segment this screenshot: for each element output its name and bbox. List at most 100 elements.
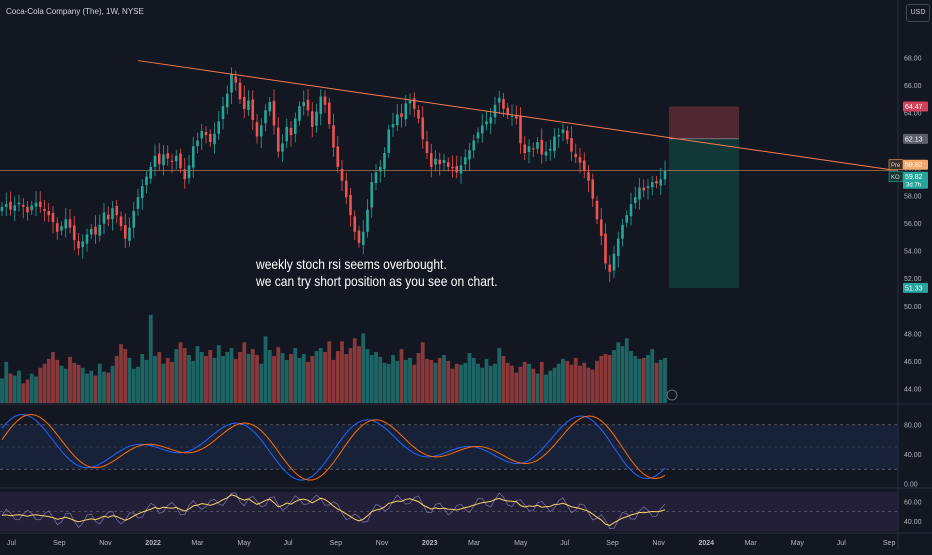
time-axis-label: Jul: [837, 540, 846, 547]
candle-body: [85, 234, 89, 244]
volume-bar: [590, 369, 595, 403]
volume-bar: [484, 358, 489, 403]
candle-body: [472, 140, 476, 151]
time-axis-label: Mar: [191, 540, 204, 547]
volume-bar: [463, 362, 468, 403]
candle-body: [98, 224, 102, 236]
volume-bar: [102, 371, 106, 403]
volume-bar: [250, 349, 255, 403]
volume-bar: [586, 367, 591, 403]
candle-body: [544, 151, 548, 156]
candle-body: [663, 170, 667, 180]
candle-body: [179, 153, 182, 169]
price-tag-target: 51.33: [903, 282, 928, 293]
volume-bar: [284, 359, 289, 403]
candle-body: [599, 219, 603, 236]
candle-body: [191, 146, 195, 168]
volume-bar: [216, 345, 221, 403]
price-tag-entry: 62.13: [903, 133, 928, 144]
volume-bar: [170, 361, 174, 403]
price-tick-label: 56.00: [904, 221, 922, 228]
volume-bar: [603, 354, 608, 403]
candle-body: [595, 200, 599, 220]
candle-body: [548, 148, 552, 151]
volume-bar: [561, 358, 565, 403]
candle-body: [30, 205, 34, 211]
candle-body: [612, 253, 616, 271]
volume-bar: [514, 372, 519, 403]
candle-body: [276, 127, 280, 152]
candle-body: [221, 106, 225, 120]
candle-body: [128, 227, 131, 241]
volume-bar: [476, 363, 480, 403]
volume-bar: [616, 342, 621, 403]
volume-bar: [272, 355, 276, 403]
volume-bar: [331, 359, 336, 403]
candle-body: [391, 124, 395, 128]
candle-body: [587, 172, 590, 181]
candle-body: [289, 127, 293, 136]
candle-body: [455, 166, 459, 173]
candle-body: [170, 160, 174, 162]
candle-body: [196, 140, 199, 147]
volume-bar: [119, 344, 123, 403]
price-tag-value: 59.82: [905, 162, 923, 169]
candle-body: [468, 150, 471, 160]
candle-body: [344, 180, 348, 198]
candle-body: [26, 206, 29, 213]
volume-bar: [242, 342, 247, 403]
volume-bar: [501, 355, 506, 403]
volume-bar: [182, 348, 187, 403]
volume-bar: [599, 355, 604, 403]
volume-bar: [187, 354, 191, 403]
candle-body: [21, 204, 25, 207]
candle-body: [378, 166, 382, 172]
candle-body: [68, 219, 72, 228]
candle-body: [438, 159, 442, 165]
candle-body: [582, 160, 586, 171]
candle-body: [480, 125, 484, 134]
volume-bar: [361, 333, 366, 403]
candle-body: [591, 179, 595, 199]
candle-body: [72, 225, 76, 241]
candle-body: [55, 223, 59, 232]
volume-bar: [136, 366, 140, 403]
volume-bar: [637, 358, 642, 403]
volume-bar: [365, 349, 370, 403]
currency-button[interactable]: USD: [906, 4, 930, 22]
volume-bar: [395, 360, 400, 403]
volume-bar: [199, 352, 204, 403]
volume-bar: [518, 366, 523, 403]
candle-body: [238, 82, 242, 100]
candle-body: [13, 205, 17, 211]
candle-body: [340, 169, 344, 181]
candle-body: [111, 208, 114, 220]
candle-body: [77, 241, 80, 249]
price-tag-value: 62.13: [905, 136, 923, 143]
candle-body: [174, 155, 178, 162]
volume-bar: [85, 373, 89, 403]
price-tag-bg: [903, 159, 928, 170]
volume-bar: [55, 359, 60, 403]
candle-body: [281, 143, 284, 152]
volume-bar: [450, 368, 455, 403]
chart-annotation: weekly stoch rsi seems overbought. we ca…: [256, 256, 498, 290]
volume-bar: [505, 362, 510, 403]
time-axis-label: Nov: [99, 540, 112, 547]
candle-body: [230, 74, 233, 93]
candle-body: [629, 204, 633, 217]
volume-bar: [382, 362, 387, 403]
candle-body: [234, 76, 238, 83]
volume-bar: [612, 350, 616, 403]
volume-bar: [297, 357, 302, 403]
volume-bar: [301, 354, 306, 403]
candle-body: [650, 182, 654, 188]
candle-body: [306, 99, 310, 111]
lightning-icon[interactable]: [666, 389, 678, 401]
stoch-d-line: [1, 413, 666, 481]
candle-body: [540, 139, 544, 155]
volume-bar: [25, 379, 30, 403]
volume-bar: [539, 361, 544, 403]
